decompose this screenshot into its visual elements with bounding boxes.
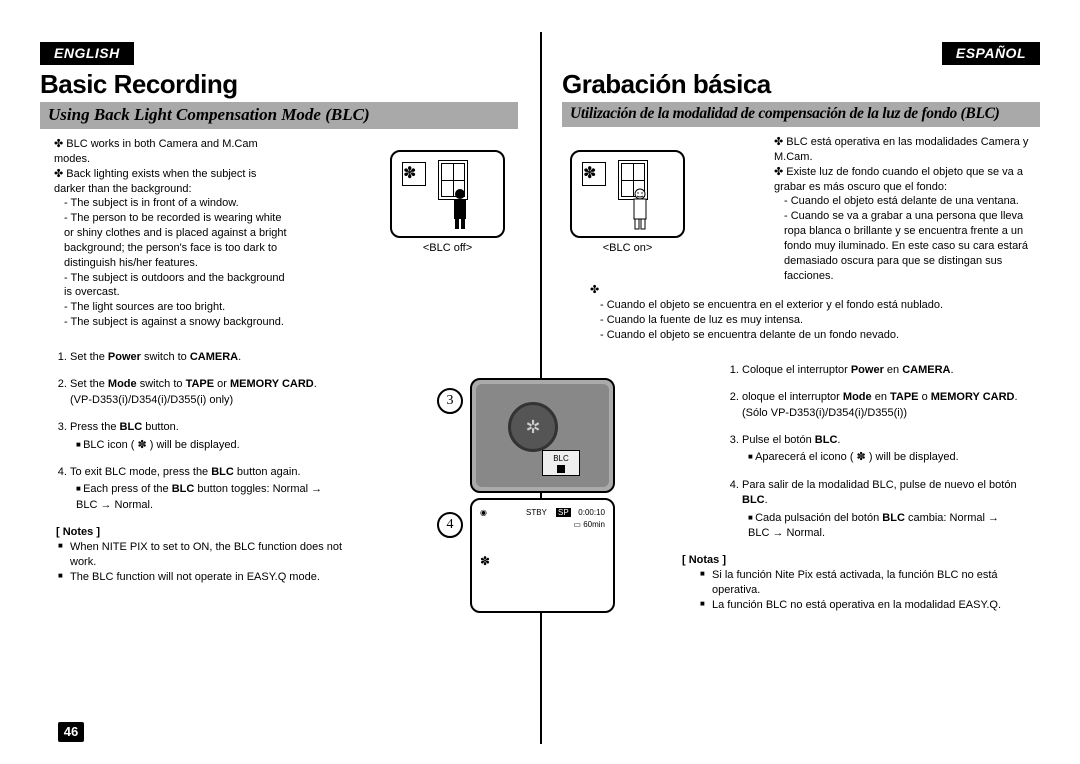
rec-indicator-icon: ◉ — [480, 508, 487, 517]
step: Set the Mode switch to TAPE or MEMORY CA… — [70, 377, 340, 408]
lang-badge-en: ENGLISH — [40, 42, 134, 65]
lcd-remaining: ▭ 60min — [573, 520, 605, 529]
label-blc-on: <BLC on> — [570, 242, 685, 254]
intro-en: BLC works in both Camera and M.Cam modes… — [40, 137, 290, 330]
steps-es: Coloque el interruptor Power en CAMERA. … — [712, 363, 1022, 542]
manual-page: ENGLISH Basic Recording Using Back Light… — [0, 0, 1080, 764]
intro-sub: Cuando el objeto se encuentra en el exte… — [600, 298, 1040, 313]
step: To exit BLC mode, press the BLC button a… — [70, 465, 340, 513]
step-sub: Aparecerá el icono ( ✽ ) will be display… — [748, 450, 1022, 465]
step: Set the Power switch to CAMERA. — [70, 350, 340, 365]
step-sub: Each press of the BLC button toggles: No… — [76, 482, 340, 513]
page-number: 46 — [58, 722, 84, 742]
step-sub: BLC icon ( ✽ ) will be displayed. — [76, 438, 340, 453]
intro-item: Existe luz de fondo cuando el objeto que… — [774, 165, 1040, 284]
subtitle-es: Utilización de la modalidad de compensac… — [562, 102, 1040, 127]
intro-sub: Cuando la fuente de luz es muy intensa. — [600, 313, 1040, 328]
note: When NITE PIX to set to ON, the BLC func… — [70, 540, 360, 570]
lcd-sp: SP — [556, 508, 571, 517]
step-sub: Cada pulsación del botón BLC cambia: Nor… — [748, 511, 1022, 542]
person-silhouette-icon — [450, 188, 470, 230]
notes-en: [ Notes ] When NITE PIX to set to ON, th… — [40, 525, 360, 584]
intro-sub: Cuando el objeto está delante de una ven… — [784, 194, 1040, 209]
picture-frame-icon: ✽ — [402, 162, 426, 186]
notes-heading: [ Notes ] — [40, 525, 360, 540]
step: Press the BLC button. BLC icon ( ✽ ) wil… — [70, 420, 340, 453]
step: oloque el interruptor Mode en TAPE o MEM… — [742, 390, 1022, 421]
title-es: Grabación básica — [562, 69, 1040, 100]
steps-en: Set the Power switch to CAMERA. Set the … — [40, 350, 340, 513]
english-column: ENGLISH Basic Recording Using Back Light… — [40, 42, 540, 734]
intro-sub: Cuando se va a grabar a una persona que … — [784, 209, 1040, 283]
label-blc-off: <BLC off> — [390, 242, 505, 254]
intro-sub: The subject is outdoors and the backgrou… — [64, 271, 290, 301]
figure-lcd-screen: ◉ STBY SP 0:00:10 ▭ 60min ✽ — [470, 498, 615, 613]
note: La función BLC no está operativa en la m… — [712, 598, 1040, 613]
step-marker-4: 4 — [437, 512, 463, 538]
step: Para salir de la modalidad BLC, pulse de… — [742, 478, 1022, 542]
intro-sub: The subject is in front of a window. — [64, 196, 290, 211]
subtitle-en: Using Back Light Compensation Mode (BLC) — [40, 102, 518, 129]
spanish-column: ESPAÑOL Grabación básica Utilización de … — [540, 42, 1040, 734]
intro-sub: The person to be recorded is wearing whi… — [64, 211, 290, 270]
figure-blc-on: ✽ — [570, 150, 685, 238]
step: Coloque el interruptor Power en CAMERA. — [742, 363, 1022, 378]
figure-blc-off: ✽ — [390, 150, 505, 238]
intro-es: BLC está operativa en las modalidades Ca… — [760, 135, 1040, 283]
picture-frame-icon: ✽ — [582, 162, 606, 186]
step-marker-3: 3 — [437, 388, 463, 414]
lang-badge-es: ESPAÑOL — [942, 42, 1040, 65]
intro-item: Back lighting exists when the subject is… — [54, 167, 290, 330]
camera-dial-icon: ✲ — [508, 402, 558, 452]
lcd-stby: STBY — [526, 508, 547, 517]
notes-es: [ Notas ] Si la función Nite Pix está ac… — [682, 553, 1040, 612]
intro-sub: Cuando el objeto se encuentra delante de… — [600, 328, 1040, 343]
intro-sub: The light sources are too bright. — [64, 300, 290, 315]
blc-button-icon: BLC — [542, 450, 580, 476]
intro-sub: The subject is against a snowy backgroun… — [64, 315, 290, 330]
person-outline-icon — [630, 188, 650, 230]
intro-es-full: Cuando el objeto se encuentra en el exte… — [562, 283, 1040, 342]
step: Pulse el botón BLC. Aparecerá el icono (… — [742, 433, 1022, 466]
notes-heading: [ Notas ] — [682, 553, 1040, 568]
title-en: Basic Recording — [40, 69, 518, 100]
intro-item: BLC está operativa en las modalidades Ca… — [774, 135, 1040, 165]
intro-item: BLC works in both Camera and M.Cam modes… — [54, 137, 290, 167]
blc-osd-icon: ✽ — [480, 554, 490, 568]
note: The BLC function will not operate in EAS… — [70, 570, 360, 585]
lcd-time: 0:00:10 — [578, 508, 605, 517]
figure-camera: ✲ BLC — [470, 378, 615, 493]
note: Si la función Nite Pix está activada, la… — [712, 568, 1040, 598]
